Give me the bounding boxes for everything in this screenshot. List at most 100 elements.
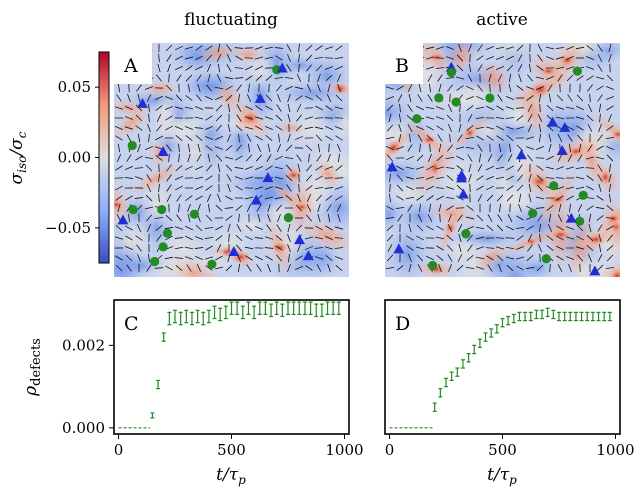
director-segment bbox=[608, 53, 612, 63]
director-segment bbox=[158, 173, 160, 183]
director-segment bbox=[466, 85, 474, 91]
director-segment bbox=[435, 106, 445, 110]
director-segment bbox=[245, 65, 253, 71]
director-segment bbox=[255, 154, 263, 162]
director-segment bbox=[154, 216, 164, 220]
director-segment bbox=[324, 187, 334, 189]
plus-half-defect bbox=[254, 93, 266, 103]
director-segment bbox=[176, 74, 182, 82]
director-segment bbox=[405, 176, 415, 180]
director-segment bbox=[244, 246, 254, 250]
director-segment bbox=[256, 264, 262, 272]
director-segment bbox=[254, 237, 264, 239]
error-bar bbox=[585, 311, 590, 322]
director-segment bbox=[287, 103, 291, 113]
director-segment bbox=[595, 156, 605, 160]
director-segment bbox=[477, 84, 483, 92]
director-segment bbox=[419, 203, 421, 213]
director-segment bbox=[608, 193, 612, 203]
director-segment bbox=[477, 64, 483, 72]
director-segment bbox=[325, 105, 333, 111]
director-segment bbox=[115, 224, 123, 232]
director-segment bbox=[549, 263, 551, 273]
plot-panel-c: C 0 500 1000 0.000 0.002 ρdefects bbox=[21, 299, 364, 459]
axes-frame-c bbox=[113, 299, 350, 435]
director-segment bbox=[546, 245, 554, 251]
x-tick-label: 1000 bbox=[596, 441, 634, 459]
director-segment bbox=[525, 86, 535, 90]
director-segment bbox=[165, 84, 173, 92]
director-segment bbox=[457, 134, 463, 142]
director-segment bbox=[325, 135, 333, 141]
stress-hotspot bbox=[114, 199, 124, 210]
director-segment bbox=[537, 214, 543, 222]
director-segment bbox=[385, 266, 395, 270]
director-segment bbox=[175, 45, 183, 51]
director-segment bbox=[314, 236, 324, 240]
director-segment bbox=[115, 185, 123, 191]
director-segment bbox=[458, 123, 462, 133]
director-segment bbox=[165, 44, 173, 52]
director-segment bbox=[334, 177, 344, 179]
director-segment bbox=[195, 55, 203, 61]
director-segment bbox=[528, 183, 532, 193]
director-segment bbox=[197, 83, 201, 93]
stress-region-tensile bbox=[197, 43, 239, 64]
minus-half-defect bbox=[128, 204, 138, 215]
director-segment bbox=[235, 244, 243, 252]
director-segment bbox=[225, 195, 233, 201]
director-segment bbox=[436, 154, 444, 162]
director-segment bbox=[207, 203, 211, 213]
error-bar bbox=[178, 311, 183, 326]
director-segment bbox=[496, 194, 504, 202]
director-segment bbox=[156, 124, 162, 132]
error-bar bbox=[218, 307, 223, 322]
plus-half-defect bbox=[228, 246, 240, 256]
director-segment bbox=[166, 174, 172, 182]
director-segment bbox=[536, 165, 544, 171]
director-segment bbox=[265, 74, 273, 82]
director-segment bbox=[606, 205, 614, 211]
error-bar bbox=[466, 353, 471, 363]
director-segment bbox=[294, 265, 304, 271]
director-segment bbox=[427, 214, 433, 222]
error-bar bbox=[308, 301, 313, 316]
director-segment bbox=[298, 183, 300, 193]
director-segment bbox=[435, 236, 445, 240]
director-segment bbox=[156, 114, 162, 122]
director-segment bbox=[396, 165, 404, 171]
director-segment bbox=[516, 215, 524, 221]
director-segment bbox=[527, 154, 533, 162]
director-segment bbox=[396, 45, 404, 51]
director-segment bbox=[135, 125, 143, 131]
plus-half-defect bbox=[136, 98, 148, 108]
director-segment bbox=[215, 154, 223, 162]
director-segment bbox=[317, 203, 321, 213]
minus-half-defect bbox=[158, 242, 168, 252]
director-segment bbox=[447, 144, 453, 152]
director-segment bbox=[425, 56, 435, 60]
director-segment bbox=[406, 235, 414, 241]
director-segment bbox=[216, 54, 222, 62]
director-segment bbox=[608, 113, 612, 123]
director-segment bbox=[608, 183, 612, 193]
director-segment bbox=[334, 237, 344, 239]
director-segment bbox=[197, 143, 201, 153]
director-segment bbox=[548, 133, 552, 143]
director-segment bbox=[389, 173, 391, 183]
director-segment bbox=[528, 63, 532, 73]
director-segment bbox=[197, 203, 201, 213]
director-segment bbox=[314, 126, 324, 130]
director-segment bbox=[475, 236, 485, 240]
director-segment bbox=[596, 145, 604, 151]
error-bar bbox=[556, 311, 561, 322]
director-segment bbox=[539, 233, 541, 243]
director-segment bbox=[187, 213, 191, 223]
director-segment bbox=[275, 125, 283, 131]
director-segment bbox=[185, 95, 193, 101]
director-segment bbox=[438, 143, 442, 153]
director-segment bbox=[495, 46, 505, 50]
minus-half-defect bbox=[572, 66, 582, 76]
heatmap-panel-b: B bbox=[385, 43, 620, 277]
director-segment bbox=[296, 104, 302, 112]
